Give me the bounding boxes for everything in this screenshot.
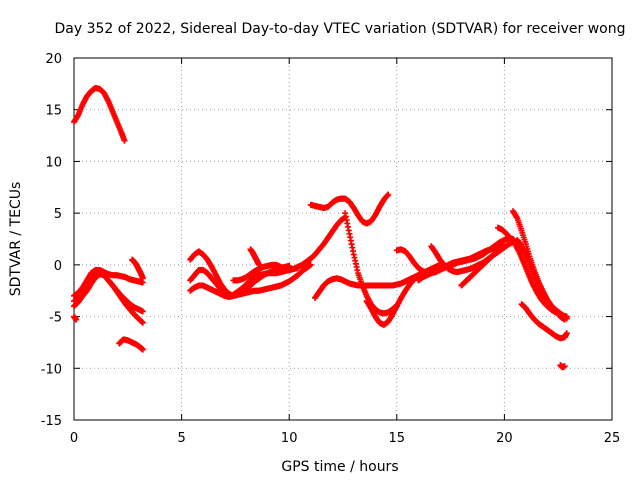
chart-title: Day 352 of 2022, Sidereal Day-to-day VTE…: [55, 21, 626, 37]
data-point: [497, 245, 504, 252]
plot-frame: [73, 57, 613, 421]
series-arc14: [312, 261, 443, 301]
series-arc23: [514, 237, 570, 322]
data-point: [139, 308, 146, 315]
data-point: [139, 275, 146, 282]
data-point: [139, 319, 146, 326]
series-arc4: [71, 269, 146, 315]
y-tick-label: 5: [54, 207, 62, 222]
data-point: [561, 363, 568, 370]
data-point: [563, 330, 570, 337]
series-arc18: [415, 243, 508, 284]
y-axis-label: SDTVAR / TECUs: [8, 182, 24, 297]
series-arc6: [129, 256, 146, 282]
grid: [74, 58, 612, 420]
y-tick-label: 20: [45, 52, 62, 67]
data-point: [121, 137, 128, 144]
y-tick-label: 15: [45, 104, 62, 119]
x-tick-label: 10: [281, 431, 298, 446]
x-tick-label: 5: [177, 431, 185, 446]
y-tick-label: -5: [49, 311, 62, 326]
data-point: [385, 191, 392, 198]
x-tick-label: 0: [70, 431, 78, 446]
series-arc25: [557, 362, 568, 371]
y-tick-label: 0: [54, 259, 62, 274]
x-axis-label: GPS time / hours: [281, 459, 398, 475]
series-arc7: [116, 336, 146, 353]
series-arc24: [518, 301, 570, 342]
series-arc1: [71, 84, 128, 144]
data-point: [139, 346, 146, 353]
axis-ticks: 0 5 10 15 20 25 -15 -10 -5 0 5 10 15 20: [41, 52, 621, 446]
data-point: [563, 315, 570, 322]
series-arc10: [187, 261, 314, 300]
data-point: [307, 261, 314, 268]
series-arc22: [510, 208, 568, 323]
data-points: [71, 84, 570, 371]
data-point: [256, 261, 263, 268]
data-point: [73, 316, 80, 323]
series-arc5: [71, 313, 80, 323]
x-tick-label: 20: [496, 431, 513, 446]
series-arc12: [247, 246, 263, 268]
x-tick-label: 25: [604, 431, 621, 446]
series-arc15: [342, 210, 400, 317]
series-arc13: [307, 191, 392, 227]
series-arc20: [458, 245, 504, 289]
y-tick-label: 10: [45, 155, 62, 170]
y-tick-label: -15: [41, 414, 62, 429]
y-tick-label: -10: [41, 362, 62, 377]
series-arc11: [230, 214, 349, 284]
x-tick-label: 15: [389, 431, 406, 446]
